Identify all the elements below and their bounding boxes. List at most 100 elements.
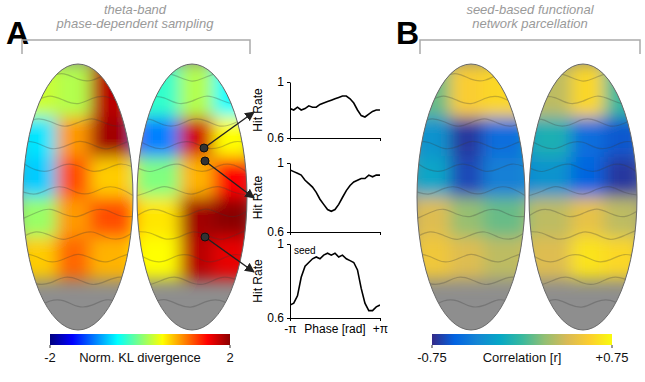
map-cell xyxy=(180,64,214,117)
colorbar-tick-label: -0.75 xyxy=(417,350,447,365)
map-cell xyxy=(17,237,56,280)
y-axis: 0.61 xyxy=(267,75,290,145)
tick: 1 xyxy=(277,156,290,170)
sulcus xyxy=(416,119,526,126)
pointer-arrow xyxy=(205,161,254,198)
sulcus xyxy=(136,117,248,127)
brain-map xyxy=(17,64,252,309)
tick xyxy=(380,138,381,141)
colorbar-tick-label: -2 xyxy=(44,350,56,365)
colorbar xyxy=(432,334,612,345)
colorbar-tick xyxy=(612,345,613,348)
colorbar-label: Correlation [r] xyxy=(483,350,562,365)
tick-mark xyxy=(290,138,291,141)
panel-title: theta-band xyxy=(104,2,167,17)
sulcus xyxy=(136,230,248,240)
map-cell xyxy=(483,117,527,157)
plot-marks xyxy=(290,170,380,211)
map-cell xyxy=(527,157,571,197)
sulcus xyxy=(528,139,638,149)
plot-marks xyxy=(290,96,380,117)
data-line xyxy=(290,96,380,117)
tick-mark xyxy=(380,138,381,141)
panel-label: A xyxy=(6,15,29,51)
map-cell xyxy=(571,117,604,157)
map-cell xyxy=(527,197,571,237)
sulcus xyxy=(22,119,134,126)
tick-label: 1 xyxy=(277,75,284,89)
figure-svg: Atheta-bandphase-dependent sampling-22No… xyxy=(0,0,645,382)
colorbar-tick xyxy=(50,345,51,348)
sulcus xyxy=(136,253,248,262)
data-line xyxy=(290,170,380,211)
sulcus xyxy=(416,253,526,262)
panel-title: phase-dependent sampling xyxy=(56,16,215,31)
hemisphere-outline xyxy=(23,64,133,330)
map-cell xyxy=(135,237,180,280)
brain-map xyxy=(412,64,643,309)
sulcus xyxy=(22,74,134,83)
map-cell xyxy=(57,64,91,117)
x-axis xyxy=(291,232,381,235)
plot-marks xyxy=(290,253,380,310)
tick-label: +π xyxy=(373,322,388,336)
map-cell xyxy=(483,237,527,280)
x-axis-title: Phase [rad] xyxy=(304,322,365,336)
hemisphere-outline xyxy=(529,64,637,330)
tick-label: 0.6 xyxy=(267,131,284,145)
sulcus xyxy=(136,187,248,196)
map-cell xyxy=(135,197,180,237)
y-axis: 0.61 xyxy=(267,237,290,325)
axis-line xyxy=(291,318,381,319)
hemisphere-outline xyxy=(137,64,247,330)
sulcus xyxy=(136,74,248,83)
x-axis xyxy=(291,138,381,141)
pointer-dot xyxy=(201,233,209,241)
tick-mark xyxy=(287,82,290,83)
map-cell xyxy=(135,117,180,157)
sulcus xyxy=(528,187,638,196)
tick-mark xyxy=(290,232,291,235)
axis-line xyxy=(290,245,291,319)
sulcus xyxy=(22,232,134,240)
tick-mark xyxy=(287,232,290,233)
sulcus xyxy=(416,162,526,171)
sulcus xyxy=(416,276,526,284)
sulcus xyxy=(22,300,134,310)
map-cell xyxy=(450,64,483,117)
y-axis-title: Hit Rate xyxy=(251,259,265,303)
sulcus xyxy=(528,117,638,127)
tick-mark xyxy=(380,232,381,235)
map-cell xyxy=(527,237,571,280)
tick-label: 1 xyxy=(277,237,284,251)
map-cell xyxy=(17,117,56,157)
data-line xyxy=(290,253,380,310)
title-bracket xyxy=(22,40,250,54)
tick-mark xyxy=(287,244,290,245)
colorbar-tick xyxy=(432,345,433,348)
map-cell xyxy=(57,237,91,280)
annotation: seed xyxy=(294,245,316,256)
sulcus xyxy=(416,139,526,149)
map-cell xyxy=(527,117,571,157)
tick-label: 0.6 xyxy=(267,311,284,325)
map-cell xyxy=(450,237,483,280)
sulcus xyxy=(136,300,248,310)
sulcus xyxy=(416,209,526,219)
sulcus xyxy=(528,164,638,173)
sulcus xyxy=(416,74,526,83)
map-cell xyxy=(180,197,214,237)
title-bracket xyxy=(420,40,640,54)
sulcus xyxy=(528,300,638,310)
sulcus xyxy=(22,253,134,262)
panel-title: seed-based functional xyxy=(466,2,594,17)
map-cell xyxy=(180,117,214,157)
map-cell xyxy=(57,117,91,157)
map-cell xyxy=(90,237,135,280)
colorbar-tick-label: 2 xyxy=(226,350,233,365)
sulcus xyxy=(528,277,638,286)
map-cell xyxy=(412,237,451,280)
pointer-dot xyxy=(200,144,208,152)
pointer-arrow xyxy=(205,237,254,272)
colorbar-tick xyxy=(230,345,231,348)
